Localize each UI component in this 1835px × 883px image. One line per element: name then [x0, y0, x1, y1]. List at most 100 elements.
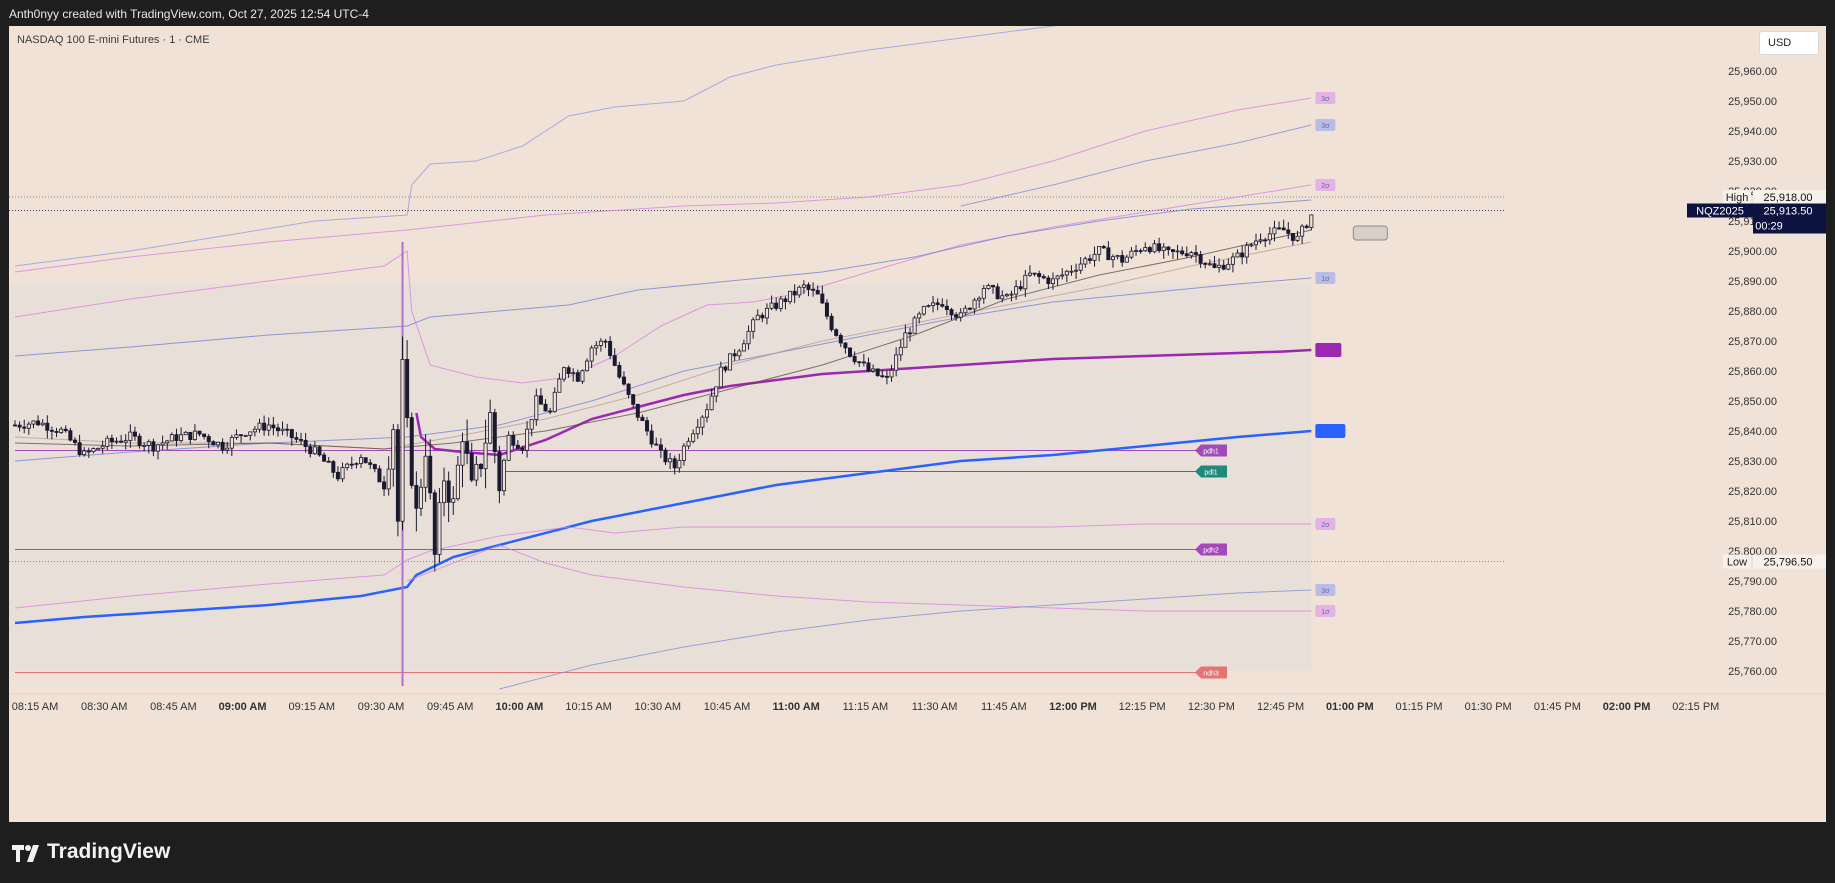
candle-body — [631, 394, 636, 405]
low-value-text: 25,796.50 — [1764, 557, 1813, 569]
low-label-text: Low — [1727, 557, 1747, 569]
high-label-bg — [1723, 190, 1751, 204]
candle-body — [668, 458, 673, 463]
x-tick-label: 01:00 PM — [1326, 701, 1374, 713]
candle-body — [68, 430, 73, 441]
candle-body — [377, 468, 382, 483]
candle-body — [1184, 253, 1189, 257]
x-tick-label: 10:45 AM — [704, 701, 750, 713]
candle-body — [1018, 286, 1023, 290]
x-tick-label: 09:45 AM — [427, 701, 473, 713]
candle-body — [718, 366, 723, 388]
candle-body — [335, 471, 340, 480]
candle-body — [474, 463, 479, 481]
candle-body — [709, 395, 714, 411]
candle-body — [1207, 263, 1212, 266]
candle-body — [681, 445, 686, 461]
candle-body — [944, 305, 949, 310]
candle-body — [889, 369, 894, 378]
band-tag-text: 2σ — [1321, 183, 1330, 190]
candle-body — [1217, 264, 1222, 268]
candle-body — [529, 419, 534, 430]
candle-body — [1004, 294, 1009, 297]
candle-body — [986, 285, 991, 289]
candle-body — [1060, 274, 1065, 277]
candle-body — [1009, 293, 1014, 296]
candle-body — [1249, 244, 1254, 247]
candle-body — [382, 481, 387, 490]
band-tag-text: 1σ — [1321, 276, 1330, 283]
candle-body — [1101, 246, 1106, 249]
candle-body — [179, 434, 184, 442]
candle-body — [1157, 243, 1162, 252]
candle-body — [977, 297, 982, 301]
candle-body — [686, 440, 691, 447]
candle-body — [594, 345, 599, 349]
x-tick-label: 01:30 PM — [1465, 701, 1512, 713]
candle-body — [621, 376, 626, 385]
candle-body — [700, 416, 705, 428]
y-tick-label: 25,880.00 — [1728, 306, 1777, 318]
candle-body — [861, 361, 866, 364]
x-tick-label: 10:00 AM — [495, 701, 543, 713]
y-tick-label: 25,790.00 — [1728, 576, 1777, 588]
candle-body — [368, 462, 373, 465]
time-axis: 08:15 AM 08:30 AM 08:45 AM 09:00 AM 09:15 AM… — [9, 693, 1826, 713]
x-tick-label: 10:30 AM — [635, 701, 681, 713]
candle-body — [312, 446, 317, 455]
y-tick-label: 25,930.00 — [1728, 156, 1777, 168]
candle-body — [1124, 256, 1129, 263]
x-tick-label: 11:30 AM — [912, 701, 958, 713]
candle-body — [907, 332, 912, 335]
y-tick-label: 25,960.00 — [1728, 66, 1777, 78]
candle-body — [1055, 275, 1060, 280]
level-tag-text-pdh1: pdh1 — [1203, 449, 1219, 456]
candle-body — [1170, 249, 1175, 252]
candle-body — [1198, 254, 1203, 264]
candle-body — [409, 417, 414, 486]
candle-body — [1295, 235, 1300, 241]
candle-body — [391, 429, 396, 470]
series-line-6 — [960, 124, 1312, 207]
currency-button[interactable]: USD — [1759, 31, 1819, 55]
last-price-tag-text: 25,913.50 — [1764, 206, 1813, 218]
candle-body — [972, 299, 977, 310]
candle-body — [123, 440, 128, 443]
candle-body — [1267, 233, 1272, 241]
candle-body — [105, 437, 110, 447]
x-tick-label: 12:30 PM — [1188, 701, 1235, 713]
candle-body — [418, 486, 423, 509]
candle-body — [1069, 270, 1074, 273]
candle-body — [160, 442, 165, 446]
candle-body — [1087, 258, 1092, 261]
chart-pane[interactable]: pdh1 pdl1 pdh2 ndh3 3σ 3σ 2σ 1σ 3σ 2σ 1σ 25,760.00 2… — [9, 26, 1826, 822]
candle-body — [1074, 269, 1079, 272]
y-tick-label: 25,950.00 — [1728, 96, 1777, 108]
tradingview-logo[interactable]: TradingView — [12, 840, 170, 864]
series-line-1 — [14, 429, 1312, 625]
candle-body — [677, 460, 682, 469]
candle-body — [215, 441, 220, 446]
candle-body — [820, 293, 825, 304]
candle-body — [598, 340, 603, 346]
candle-body — [741, 343, 746, 352]
x-tick-label: 09:30 AM — [358, 701, 404, 713]
candle-body — [100, 445, 105, 449]
candle-body — [1023, 274, 1028, 290]
level-tag-pdl1 — [1195, 465, 1227, 478]
candle-body — [926, 305, 931, 308]
vwap-price-tag — [1315, 343, 1342, 357]
candle-body — [1152, 243, 1157, 253]
price-chart[interactable]: pdh1pdl1pdh2ndh33σ3σ2σ1σ3σ2σ1σ25,760.002… — [9, 26, 1826, 822]
x-tick-label: 11:00 AM — [773, 701, 820, 713]
band-tag — [1315, 518, 1336, 530]
candle-body — [1304, 225, 1309, 228]
candle-body — [469, 452, 474, 481]
candle-body — [395, 429, 400, 522]
candle-body — [806, 284, 811, 290]
candle-body — [769, 302, 774, 309]
candle-body — [1014, 286, 1019, 295]
candle-body — [921, 306, 926, 315]
candle-body — [262, 422, 267, 431]
candle-body — [534, 395, 539, 420]
